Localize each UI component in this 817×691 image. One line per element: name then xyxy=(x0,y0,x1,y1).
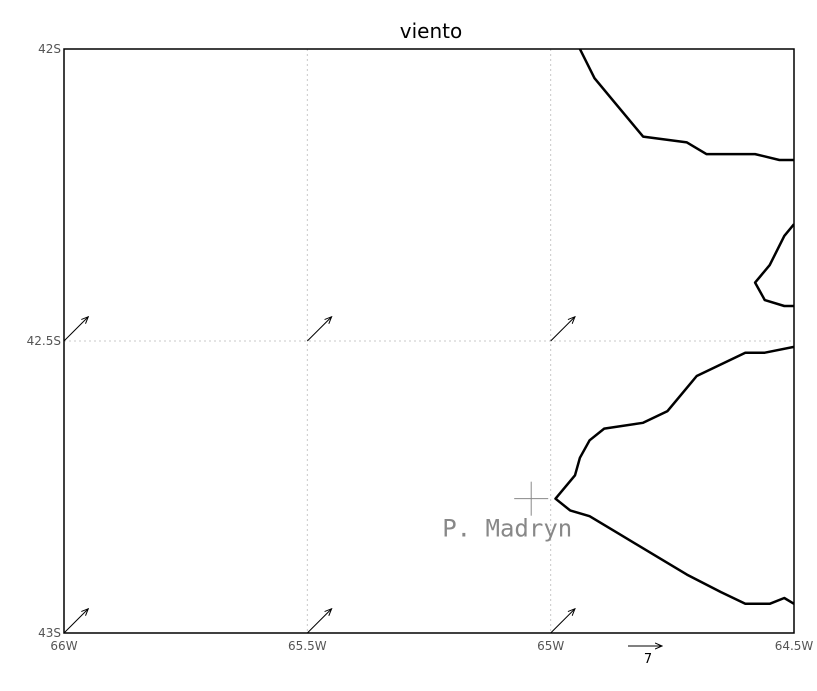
reference-vector: 7 xyxy=(628,646,662,667)
coastline xyxy=(554,345,794,606)
wind-vector xyxy=(63,609,88,634)
axis-tick-labels: 66W 65.5W 65W 64.5W 42S 42.5S 43S xyxy=(27,42,814,653)
lat-tick-label: 42S xyxy=(38,42,61,56)
wind-vector xyxy=(550,609,575,634)
map-frame xyxy=(63,48,795,634)
coastline xyxy=(578,49,794,162)
map-title: viento xyxy=(400,19,462,43)
wind-vector xyxy=(550,317,575,342)
wind-vector-layer xyxy=(63,317,575,634)
lon-tick-label: 64.5W xyxy=(775,639,814,653)
reference-vector-label: 7 xyxy=(644,652,652,667)
lat-tick-label: 42.5S xyxy=(27,334,61,348)
wind-vector xyxy=(63,317,88,342)
place-label-p-madryn: P. Madryn xyxy=(442,515,572,543)
lon-tick-label: 66W xyxy=(50,639,77,653)
lat-tick-label: 43S xyxy=(38,626,61,640)
wind-vector xyxy=(306,317,331,342)
coastline-layer xyxy=(554,49,794,606)
coastline xyxy=(753,223,794,308)
wind-vector xyxy=(306,609,331,634)
lon-tick-label: 65.5W xyxy=(288,639,327,653)
place-marker: P. Madryn xyxy=(442,481,572,543)
grid-lines xyxy=(64,49,794,633)
lon-tick-label: 65W xyxy=(537,639,564,653)
